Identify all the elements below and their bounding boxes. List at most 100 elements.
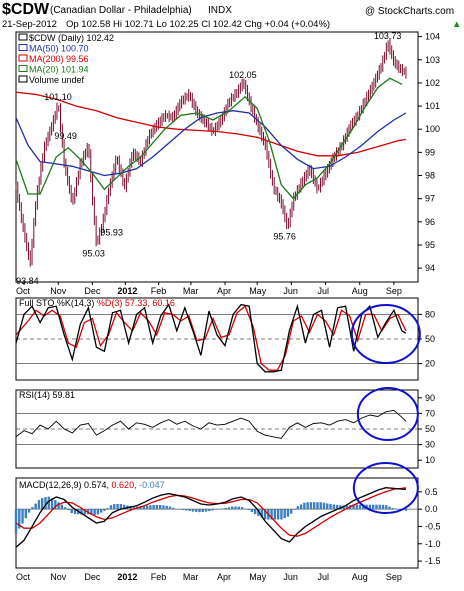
price-annotation: 101.10 xyxy=(44,92,72,102)
price-tick-label: 98 xyxy=(425,171,435,181)
price-tick-label: 99 xyxy=(425,147,435,157)
month-label: Mar xyxy=(183,286,199,296)
legend-swatch xyxy=(18,75,28,83)
macd-hist-bar xyxy=(155,505,159,510)
macd-hist-bar xyxy=(142,505,145,510)
price-tick-label: 96 xyxy=(425,217,435,227)
macd-hist-bar xyxy=(113,503,116,510)
macd-hist-bar xyxy=(80,509,83,515)
macd-hist-bar xyxy=(273,509,277,520)
macd-hist-bar xyxy=(109,505,113,510)
sto-title-part: %D(3) 57.33, 60.16 xyxy=(94,298,175,308)
macd-hist-bar xyxy=(175,509,178,510)
macd-hist-bar xyxy=(50,498,54,510)
macd-hist-bar xyxy=(178,509,182,510)
quote-date: 21-Sep-2012 xyxy=(2,19,57,30)
month-label-bottom: Sep xyxy=(386,572,402,582)
macd-hist-bar xyxy=(21,509,24,524)
month-label-bottom: Feb xyxy=(151,572,167,582)
sto-title-part: Full STO %K(14,3) xyxy=(19,298,94,308)
price-tick-label: 95 xyxy=(425,240,435,250)
macd-hist-bar xyxy=(240,507,244,510)
macd-hist-bar xyxy=(286,509,290,517)
macd-hist-bar xyxy=(231,506,234,510)
macd-hist-bar xyxy=(191,509,195,512)
macd-hist-bar xyxy=(145,505,149,510)
macd-hist-bar xyxy=(132,506,136,510)
macd-hist-bar xyxy=(14,509,18,534)
macd-hist-bar xyxy=(208,509,211,512)
macd-hist-bar xyxy=(335,504,339,510)
macd-hist-bar xyxy=(99,509,103,513)
price-annotation: 103.73 xyxy=(374,31,402,41)
macd-line xyxy=(15,487,406,548)
rsi-tick-label: 70 xyxy=(425,408,435,418)
macd-hist-bar xyxy=(394,508,398,510)
sto-title: Full STO %K(14,3) %D(3) 57.33, 60.16 xyxy=(19,298,175,308)
macd-hist-bar xyxy=(322,502,326,510)
quote-values: Op 102.58 Hi 102.71 Lo 102.25 Cl 102.42 … xyxy=(66,19,330,30)
macd-hist-bar xyxy=(309,502,313,510)
macd-hist-bar xyxy=(57,502,60,510)
rsi-tick-label: 50 xyxy=(425,424,435,434)
month-label: Oct xyxy=(16,286,31,296)
macd-hist-bar xyxy=(398,509,401,510)
rsi-tick-label: 30 xyxy=(425,440,435,450)
month-label: Dec xyxy=(84,286,101,296)
highlight-ellipse xyxy=(352,462,419,514)
macd-hist-bar xyxy=(342,505,345,510)
macd-hist-bar xyxy=(283,509,286,519)
price-tick-label: 104 xyxy=(425,32,440,42)
month-label: 2012 xyxy=(117,286,137,296)
macd-hist-bar xyxy=(381,504,385,510)
month-label: Feb xyxy=(151,286,167,296)
macd-hist-bar xyxy=(316,502,319,510)
exchange: INDX xyxy=(208,5,232,16)
symbol: $CDW xyxy=(2,1,50,18)
macd-hist-bar xyxy=(70,509,73,514)
price-annotation: 95.03 xyxy=(82,248,105,258)
macd-hist-bar xyxy=(63,507,67,510)
month-label-bottom: Aug xyxy=(352,572,368,582)
legend-swatch xyxy=(18,33,28,41)
legend-price: $CDW (Daily) 102.42 xyxy=(29,33,114,43)
macd-hist-bar xyxy=(254,509,257,515)
macd-hist-bar xyxy=(358,504,362,510)
month-label: Nov xyxy=(50,286,67,296)
macd-hist-bar xyxy=(103,509,106,511)
macd-hist-bar xyxy=(83,509,87,515)
macd-hist-bar xyxy=(391,508,395,510)
macd-hist-bar xyxy=(204,509,208,512)
macd-hist-bar xyxy=(378,504,381,510)
macd-title-part: 0.620, xyxy=(112,480,140,490)
price-annotation: 102.05 xyxy=(229,70,257,80)
month-label-bottom: Oct xyxy=(16,572,31,582)
macd-tick-label: 0.5 xyxy=(425,487,438,497)
symbol-name: (Canadian Dollar - Philadelphia) xyxy=(50,5,192,16)
macd-hist-bar xyxy=(165,505,168,510)
macd-hist-bar xyxy=(73,509,77,514)
month-label: Jul xyxy=(318,286,330,296)
macd-hist-bar xyxy=(60,504,64,510)
macd-hist-bar xyxy=(237,506,241,510)
macd-hist-bar xyxy=(234,506,237,510)
macd-title-part: -0.047 xyxy=(139,480,165,490)
legend-swatch xyxy=(18,44,28,51)
macd-hist-bar xyxy=(54,500,57,510)
macd-hist-bar xyxy=(139,506,142,510)
macd-hist-bar xyxy=(312,502,316,510)
sto-d-line xyxy=(15,305,407,371)
price-tick-label: 94 xyxy=(425,263,435,273)
macd-hist-bar xyxy=(224,507,227,510)
macd-hist-bar xyxy=(158,505,162,510)
price-annotation: 93.84 xyxy=(16,276,39,286)
trend-arrow-icon: ▲ xyxy=(452,19,461,30)
legend-volume: Volume undef xyxy=(29,75,85,85)
macd-hist-bar xyxy=(270,509,273,520)
macd-tick-label: -1.5 xyxy=(425,556,441,566)
macd-hist-bar xyxy=(319,502,322,510)
macd-hist-bar xyxy=(67,509,70,511)
macd-hist-bar xyxy=(371,504,375,510)
macd-hist-bar xyxy=(276,509,280,520)
macd-hist-bar xyxy=(306,502,309,510)
